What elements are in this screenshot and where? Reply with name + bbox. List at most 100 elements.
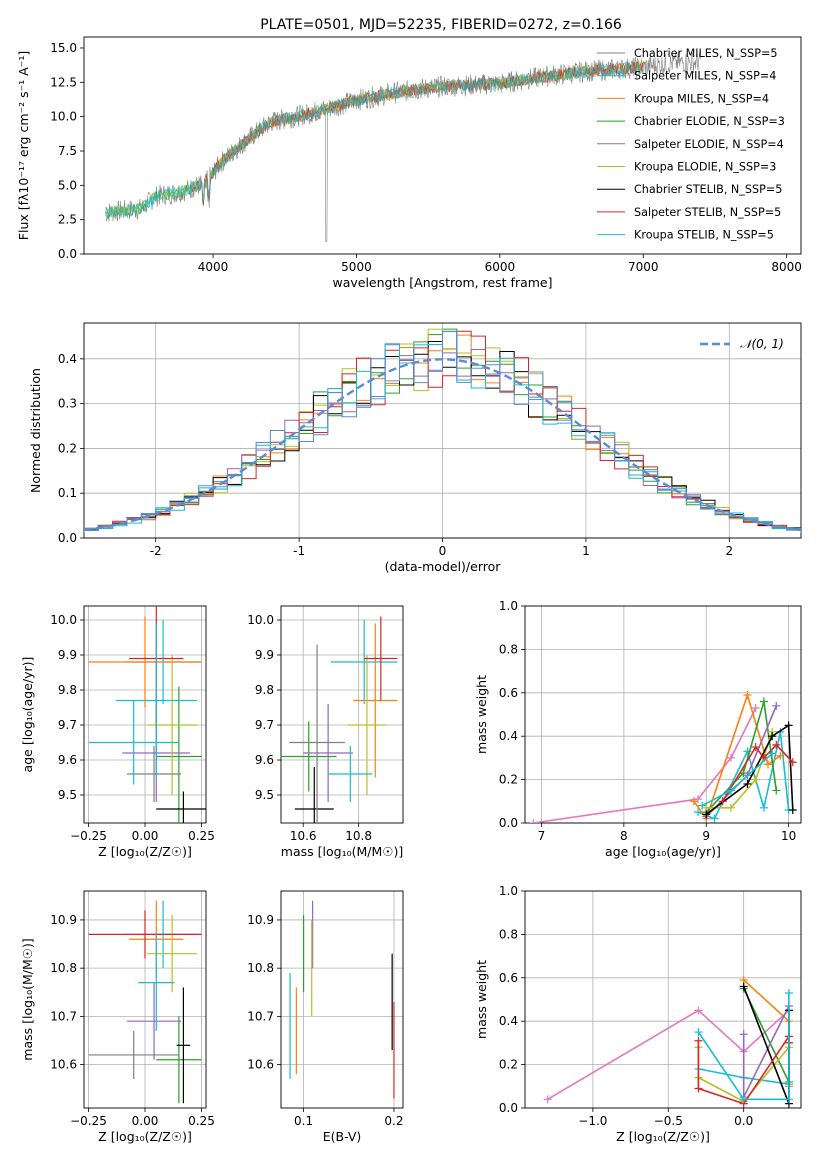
legend-label: Salpeter MILES, N_SSP=4: [634, 70, 776, 83]
plot-area: [88, 606, 206, 823]
weight-series-marker: [726, 753, 735, 762]
plot-area: [88, 900, 202, 1104]
y-axis-label: Normed distribution: [28, 368, 43, 493]
axes-frame: [280, 605, 404, 824]
normal-distribution-curve: [84, 358, 801, 532]
y-axis-label: mass weight: [474, 675, 489, 754]
x-axis-label: Z [log₁₀(Z/Z☉)]: [98, 844, 192, 859]
figure-title: PLATE=0501, MJD=52235, FIBERID=0272, z=0…: [260, 17, 622, 33]
x-tick-label: 6000: [485, 260, 516, 274]
y-tick-label: 0.0: [58, 531, 77, 545]
weight-series-marker: [772, 740, 781, 749]
weight-series-marker: [739, 1095, 748, 1104]
y-tick-label: 7.5: [58, 144, 77, 158]
model-spectrum: [105, 62, 644, 218]
weight-series-marker: [694, 1028, 703, 1037]
x-tick-label: 9: [702, 829, 710, 843]
y-tick-label: 10.6: [50, 1058, 77, 1072]
weight-series-marker: [726, 786, 735, 795]
weight-series-marker: [689, 797, 698, 806]
y-tick-label: 9.7: [255, 718, 274, 732]
y-tick-label: 0.4: [58, 352, 77, 366]
y-tick-label: 10.6: [247, 1058, 274, 1072]
x-axis-label: E(B-V): [323, 1129, 362, 1144]
plot-area: [543, 975, 793, 1108]
legend-label: Kroupa ELODIE, N_SSP=3: [634, 161, 776, 174]
weight-series-marker: [784, 988, 793, 997]
x-tick-label: 8: [620, 829, 628, 843]
x-tick-label: −0.25: [70, 829, 107, 843]
y-tick-label: 1.0: [499, 884, 518, 898]
legend-label: Chabrier STELIB, N_SSP=5: [634, 183, 782, 196]
plot-area: [281, 616, 398, 823]
weight-series-marker: [739, 982, 748, 991]
y-tick-label: 0.0: [499, 1101, 518, 1115]
x-tick-label: 2: [725, 544, 733, 558]
axes-frame: [524, 890, 802, 1109]
x-tick-label: 8000: [771, 260, 802, 274]
y-tick-label: 9.5: [255, 788, 274, 802]
mass-weight-vs-metallicity-panel: −1.0 −0.5 0.0 0.0 0.2 0.4 0.6 0.8 1.0 Z [log₁₀(Z/…: [474, 884, 802, 1144]
x-tick-label: 7000: [628, 260, 659, 274]
x-tick-label: -1: [293, 544, 305, 558]
legend-label: Kroupa MILES, N_SSP=4: [634, 92, 769, 105]
y-tick-label: 0.2: [499, 773, 518, 787]
weight-series-marker: [751, 775, 760, 784]
x-tick-label: 5000: [341, 260, 372, 274]
axes-frame: [280, 890, 404, 1109]
weight-series-marker: [772, 701, 781, 710]
mass-vs-metallicity-panel: −0.25 0.00 0.25 10.6 10.7 10.8 10.9 Z [log₁₀(Z/…: [20, 890, 215, 1144]
weight-series-marker: [743, 779, 752, 788]
x-tick-label: -2: [150, 544, 162, 558]
weight-series-marker: [751, 703, 760, 712]
x-tick-label: 0: [439, 544, 447, 558]
weight-series-marker: [694, 795, 703, 804]
y-tick-label: 10.7: [247, 1009, 274, 1023]
weight-series-marker: [768, 732, 777, 741]
mass-weight-vs-age-panel: 7 8 9 10 0.0 0.2 0.4 0.6 0.8 1.0 age [log₁₀(age/yr…: [474, 599, 802, 859]
x-axis-label: mass [log₁₀(M/M☉)]: [281, 844, 403, 859]
y-tick-label: 10.8: [247, 961, 274, 975]
y-tick-label: 15.0: [50, 41, 77, 55]
y-tick-label: 0.8: [499, 927, 518, 941]
weight-series-marker: [698, 801, 707, 810]
x-tick-label: 0.00: [132, 829, 159, 843]
y-tick-label: 0.2: [499, 1058, 518, 1072]
y-tick-label: 0.0: [499, 816, 518, 830]
x-tick-label: 0.00: [132, 1114, 159, 1128]
y-tick-label: 0.2: [58, 441, 77, 455]
plot-area: [289, 900, 395, 1099]
model-spectrum: [191, 61, 644, 204]
axes-frame: [524, 605, 802, 824]
weight-series-marker: [718, 797, 727, 806]
y-tick-label: 0.3: [58, 397, 77, 411]
y-tick-label: 10.0: [50, 613, 77, 627]
model-spectrum: [105, 61, 644, 219]
y-tick-label: 0.0: [58, 247, 77, 261]
spectrum-panel: 4000 5000 6000 7000 8000 0.0 2.5 5.0 7.5 10.0 12.5…: [16, 36, 802, 290]
y-tick-label: 9.6: [58, 753, 77, 767]
weight-series-marker: [751, 743, 760, 752]
mass-vs-ebv-panel: 0.1 0.2 10.6 10.7 10.8 10.9 E(B-V): [247, 890, 404, 1144]
x-tick-label: 7: [538, 829, 546, 843]
y-axis-label: mass [log₁₀(M/M☉)]: [20, 938, 35, 1060]
weight-series-line: [697, 993, 790, 1101]
x-tick-label: 1: [582, 544, 590, 558]
observed-spectrum: [105, 51, 701, 242]
plot-area: [105, 51, 701, 242]
x-tick-label: 10: [781, 829, 796, 843]
axes-frame: [83, 36, 802, 255]
weight-series-line: [705, 701, 778, 813]
y-tick-label: 9.6: [255, 753, 274, 767]
weight-series-marker: [694, 1006, 703, 1015]
plot-area: [529, 690, 797, 823]
weight-series-marker: [702, 810, 711, 819]
x-axis-label: (data-model)/error: [385, 559, 502, 574]
y-tick-label: 12.5: [50, 75, 77, 89]
x-tick-label: 0.1: [294, 1114, 313, 1128]
axes-frame: [83, 605, 207, 824]
legend-label: Chabrier MILES, N_SSP=5: [634, 47, 777, 60]
weight-series-marker: [759, 803, 768, 812]
weight-series-marker: [772, 786, 781, 795]
